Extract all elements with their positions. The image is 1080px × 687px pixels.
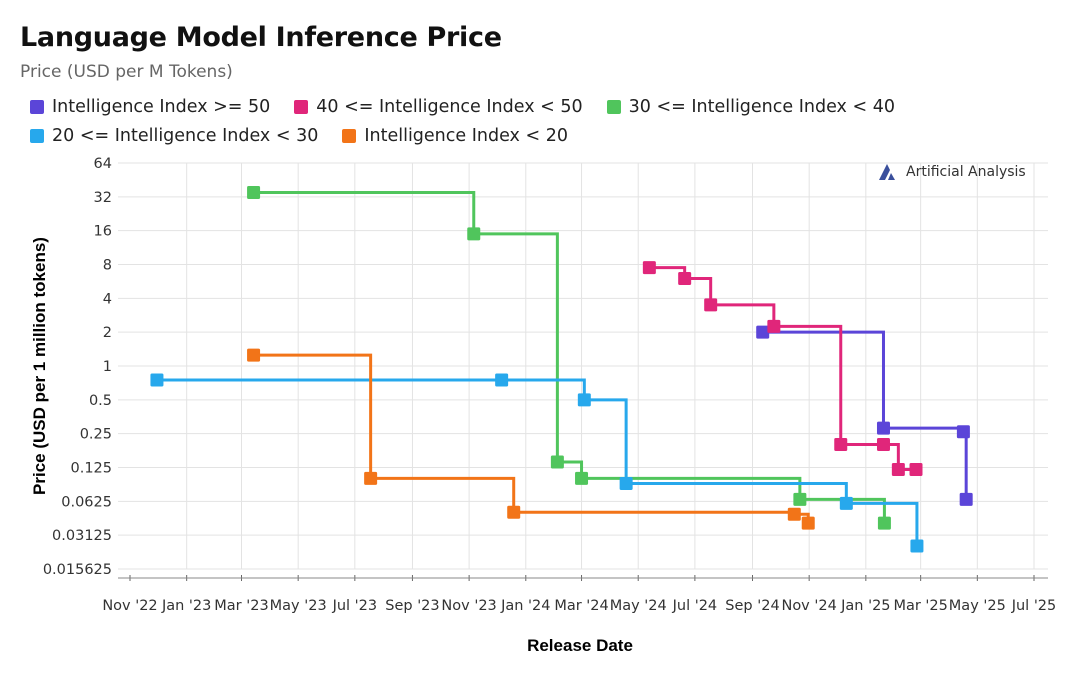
data-point-marker xyxy=(834,438,848,452)
x-tick-label: Nov '23 xyxy=(441,598,496,614)
data-point-marker xyxy=(467,227,481,241)
y-tick-label: 64 xyxy=(94,156,112,172)
data-point-marker xyxy=(678,272,692,286)
series-line-1 xyxy=(762,330,968,500)
y-tick-label: 0.25 xyxy=(80,427,112,443)
legend-swatch xyxy=(606,99,621,114)
y-tick-label: 0.5 xyxy=(89,393,112,409)
y-tick-label: 0.03125 xyxy=(52,528,112,544)
x-tick-label: Sep '23 xyxy=(385,598,439,614)
chart-title: Language Model Inference Price xyxy=(20,22,502,53)
data-point-marker xyxy=(577,393,591,407)
legend-swatch xyxy=(30,128,44,143)
watermark: Artificial Analysis xyxy=(878,163,1026,181)
y-tick-label: 0.0625 xyxy=(61,494,112,510)
data-point-marker xyxy=(507,505,521,519)
x-tick-label: Jul '25 xyxy=(1011,598,1057,614)
x-tick-label: Jul '23 xyxy=(332,598,378,614)
x-tick-label: May '23 xyxy=(270,598,327,614)
series-line-4 xyxy=(156,378,919,547)
data-point-marker xyxy=(642,261,656,275)
x-tick-label: Jan '23 xyxy=(161,598,211,614)
legend-label: Intelligence Index >= 50 xyxy=(52,96,271,117)
y-tick-label: 8 xyxy=(103,258,112,274)
watermark-text: Artificial Analysis xyxy=(906,164,1026,180)
y-tick-label: 1 xyxy=(103,359,112,375)
legend-item-index-40-50[interactable]: 40 <= Intelligence Index < 50 xyxy=(294,96,583,117)
data-point-marker xyxy=(150,373,164,387)
y-tick-label: 0.125 xyxy=(70,461,112,477)
legend: Intelligence Index >= 50 40 <= Intellige… xyxy=(30,92,1070,150)
legend-swatch xyxy=(342,128,357,143)
legend-label: Intelligence Index < 20 xyxy=(364,125,568,146)
y-axis-title: Price (USD per 1 million tokens) xyxy=(30,237,49,495)
legend-row: 20 <= Intelligence Index < 30 Intelligen… xyxy=(30,121,1070,150)
y-tick-label: 4 xyxy=(103,291,112,307)
x-tick-label: Mar '25 xyxy=(893,598,947,614)
data-point-marker xyxy=(619,477,633,491)
y-tick-label: 2 xyxy=(103,325,112,341)
x-tick-label: May '25 xyxy=(949,598,1006,614)
data-point-marker xyxy=(575,471,589,485)
x-tick-label: Nov '22 xyxy=(102,598,157,614)
data-point-marker xyxy=(801,516,815,530)
data-point-marker xyxy=(550,455,564,469)
x-tick-label: Mar '23 xyxy=(214,598,268,614)
legend-row: Intelligence Index >= 50 40 <= Intellige… xyxy=(30,92,1070,121)
x-axis-title: Release Date xyxy=(527,636,633,655)
data-point-marker xyxy=(364,471,378,485)
legend-item-index-50-plus[interactable]: Intelligence Index >= 50 xyxy=(30,97,270,117)
legend-item-index-30-40[interactable]: 30 <= Intelligence Index < 40 xyxy=(606,96,895,117)
legend-label: 40 <= Intelligence Index < 50 xyxy=(316,96,583,117)
data-point-marker xyxy=(956,425,970,439)
x-tick-label: Nov '24 xyxy=(781,598,836,614)
data-point-marker xyxy=(247,185,261,199)
legend-item-index-20-30[interactable]: 20 <= Intelligence Index < 30 xyxy=(30,126,318,146)
legend-swatch xyxy=(294,99,309,114)
legend-label: 20 <= Intelligence Index < 30 xyxy=(52,125,319,146)
data-point-marker xyxy=(787,507,801,521)
data-point-marker xyxy=(495,373,509,387)
legend-item-index-below-20[interactable]: Intelligence Index < 20 xyxy=(342,126,568,146)
y-tick-label: 0.015625 xyxy=(43,562,112,578)
y-tick-label: 16 xyxy=(94,224,112,240)
data-point-marker xyxy=(839,496,853,510)
data-point-marker xyxy=(793,492,807,506)
data-point-marker xyxy=(909,462,923,476)
legend-label: 30 <= Intelligence Index < 40 xyxy=(628,96,895,117)
chart-subtitle: Price (USD per M Tokens) xyxy=(20,62,233,82)
x-tick-label: Sep '24 xyxy=(725,598,779,614)
x-tick-label: Jul '24 xyxy=(672,598,718,614)
x-tick-label: Mar '24 xyxy=(554,598,608,614)
data-point-marker xyxy=(959,492,973,506)
legend-swatch xyxy=(30,99,44,114)
x-tick-label: Jan '24 xyxy=(500,598,550,614)
data-point-marker xyxy=(891,462,905,476)
data-point-marker xyxy=(876,438,890,452)
data-point-marker xyxy=(756,325,770,339)
data-point-marker xyxy=(767,319,781,333)
x-tick-label: May '24 xyxy=(610,598,667,614)
y-tick-label: 32 xyxy=(94,190,112,206)
series-line-3 xyxy=(253,190,886,524)
x-tick-label: Jan '25 xyxy=(840,598,890,614)
data-point-marker xyxy=(704,298,718,312)
data-point-marker xyxy=(876,421,890,435)
data-point-marker xyxy=(910,539,924,553)
artificial-analysis-logo-icon xyxy=(879,164,895,180)
data-point-marker xyxy=(877,516,891,530)
data-point-marker xyxy=(247,348,261,362)
